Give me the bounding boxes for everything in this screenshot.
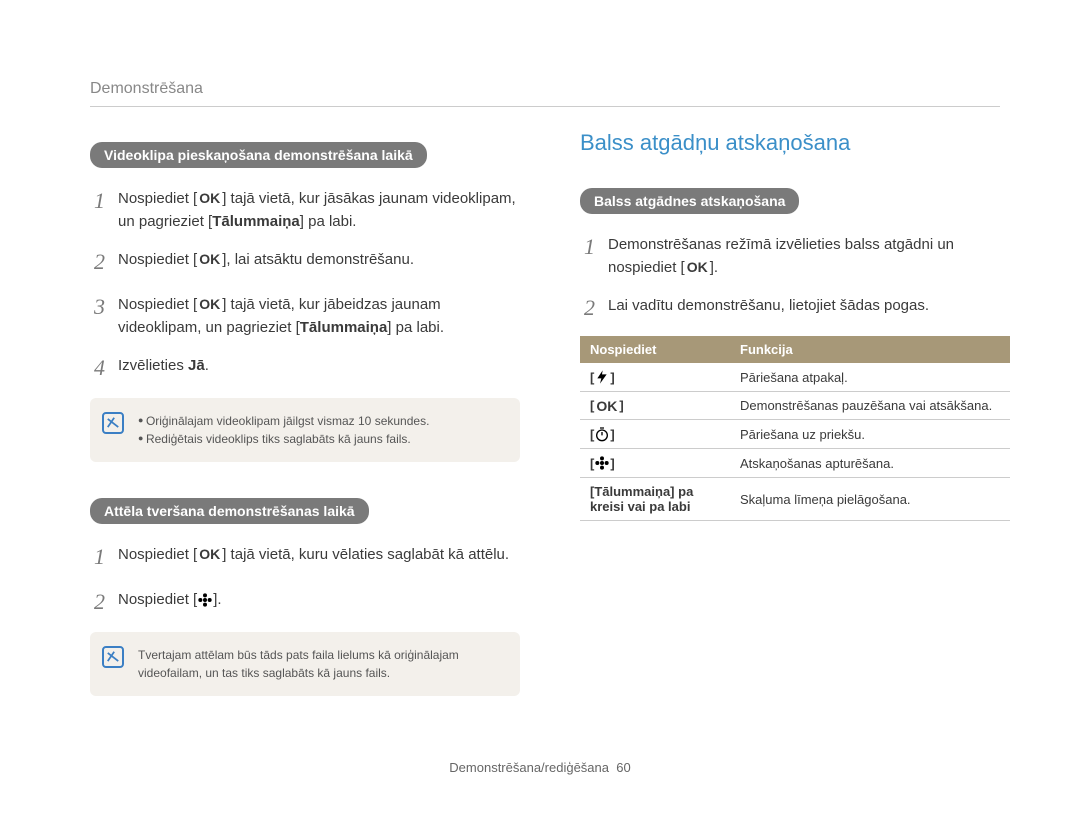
step-text: Izvēlieties Jā.: [118, 351, 520, 378]
cell-press: [Tālummaiņa] pa kreisi vai pa labi: [580, 478, 730, 521]
table-row: [ ]Pāriešana atpakaļ.: [580, 363, 1010, 392]
th-func: Funkcija: [730, 336, 1010, 363]
cell-func: Demonstrēšanas pauzēšana vai atsākšana.: [730, 392, 1010, 420]
step-text: Nospiediet [OK] tajā vietā, kur jāsākas …: [118, 184, 520, 233]
ok-icon: OK: [197, 191, 222, 205]
step-text: Nospiediet [].: [118, 585, 520, 612]
cell-press: [ ]: [580, 363, 730, 392]
step-number: 4: [94, 351, 118, 384]
cell-func: Atskaņošanas apturēšana.: [730, 449, 1010, 478]
note-box-2: Tvertajam attēlam būs tāds pats faila li…: [90, 632, 520, 696]
list-item: 2Nospiediet [OK], lai atsāktu demonstrēš…: [94, 245, 520, 278]
step-number: 2: [584, 291, 608, 324]
step-number: 2: [94, 245, 118, 278]
step-text: Lai vadītu demonstrēšanu, lietojiet šāda…: [608, 291, 1010, 318]
ok-icon: OK: [197, 297, 222, 311]
cell-press: [ ]: [580, 420, 730, 449]
note-list-1: Oriģinālajam videoklipam jāilgst vismaz …: [138, 412, 506, 448]
list-item: 1Demonstrēšanas režīmā izvēlieties balss…: [584, 230, 1010, 279]
step-text: Nospiediet [OK] tajā vietā, kur jābeidza…: [118, 290, 520, 339]
left-column: Videoklipa pieskaņošana demonstrēšana la…: [90, 130, 520, 720]
step-number: 2: [94, 585, 118, 618]
cell-press: [ OK ]: [580, 392, 730, 420]
steps-voice-memo: 1Demonstrēšanas režīmā izvēlieties balss…: [584, 230, 1010, 324]
page-footer: Demonstrēšana/rediģēšana 60: [0, 760, 1080, 775]
note-item: Rediģētais videoklips tiks saglabāts kā …: [138, 430, 506, 448]
step-number: 1: [94, 184, 118, 217]
table-row: [ ]Pāriešana uz priekšu.: [580, 420, 1010, 449]
list-item: 4Izvēlieties Jā.: [94, 351, 520, 384]
controls-tbody: [ ]Pāriešana atpakaļ.[ OK ]Demonstrēšana…: [580, 363, 1010, 521]
th-press: Nospiediet: [580, 336, 730, 363]
list-item: 1Nospiediet [OK] tajā vietā, kur jāsākas…: [94, 184, 520, 233]
cell-func: Pāriešana atpakaļ.: [730, 363, 1010, 392]
table-row: [Tālummaiņa] pa kreisi vai pa labiSkaļum…: [580, 478, 1010, 521]
steps-video-trim: 1Nospiediet [OK] tajā vietā, kur jāsākas…: [94, 184, 520, 384]
ok-icon: OK: [594, 399, 619, 413]
breadcrumb: Demonstrēšana: [90, 80, 1000, 107]
right-column: Balss atgādņu atskaņošana Balss atgādnes…: [580, 130, 1010, 720]
step-text: Nospiediet [OK], lai atsāktu demonstrēša…: [118, 245, 520, 272]
note-icon: [102, 412, 124, 434]
pill-image-capture: Attēla tveršana demonstrēšanas laikā: [90, 498, 369, 524]
step-text: Nospiediet [OK] tajā vietā, kuru vēlatie…: [118, 540, 520, 567]
pill-voice-memo: Balss atgādnes atskaņošana: [580, 188, 799, 214]
note-text-2: Tvertajam attēlam būs tāds pats faila li…: [138, 648, 459, 680]
list-item: 3Nospiediet [OK] tajā vietā, kur jābeidz…: [94, 290, 520, 339]
footer-page: 60: [616, 760, 630, 775]
pill-video-trim: Videoklipa pieskaņošana demonstrēšana la…: [90, 142, 427, 168]
step-number: 1: [94, 540, 118, 573]
steps-image-capture: 1Nospiediet [OK] tajā vietā, kuru vēlati…: [94, 540, 520, 618]
cell-func: Skaļuma līmeņa pielāgošana.: [730, 478, 1010, 521]
step-number: 1: [584, 230, 608, 263]
controls-table: Nospiediet Funkcija [ ]Pāriešana atpakaļ…: [580, 336, 1010, 521]
step-text: Demonstrēšanas režīmā izvēlieties balss …: [608, 230, 1010, 279]
section-title: Balss atgādņu atskaņošana: [580, 130, 1010, 156]
timer-icon: [594, 426, 610, 442]
ok-icon: OK: [197, 547, 222, 561]
flower-icon: [197, 592, 213, 608]
ok-icon: OK: [197, 252, 222, 266]
ok-icon: OK: [685, 260, 710, 274]
flash-icon: [594, 369, 610, 385]
note-item: Oriģinālajam videoklipam jāilgst vismaz …: [138, 412, 506, 430]
list-item: 1Nospiediet [OK] tajā vietā, kuru vēlati…: [94, 540, 520, 573]
list-item: 2Lai vadītu demonstrēšanu, lietojiet šād…: [584, 291, 1010, 324]
list-item: 2Nospiediet [].: [94, 585, 520, 618]
note-box-1: Oriģinālajam videoklipam jāilgst vismaz …: [90, 398, 520, 462]
footer-text: Demonstrēšana/rediģēšana: [449, 760, 609, 775]
cell-func: Pāriešana uz priekšu.: [730, 420, 1010, 449]
table-row: [ ]Atskaņošanas apturēšana.: [580, 449, 1010, 478]
cell-press: [ ]: [580, 449, 730, 478]
step-number: 3: [94, 290, 118, 323]
flower-icon: [594, 455, 610, 471]
table-row: [ OK ]Demonstrēšanas pauzēšana vai atsāk…: [580, 392, 1010, 420]
note-icon: [102, 646, 124, 668]
